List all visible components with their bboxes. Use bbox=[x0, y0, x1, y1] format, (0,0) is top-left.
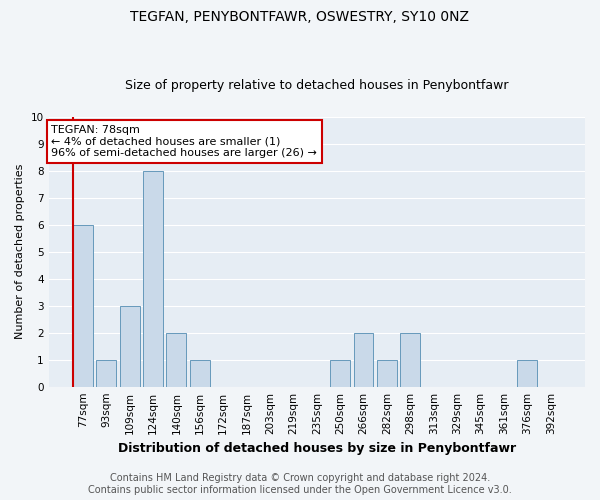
Bar bbox=[330, 360, 350, 386]
Text: TEGFAN, PENYBONTFAWR, OSWESTRY, SY10 0NZ: TEGFAN, PENYBONTFAWR, OSWESTRY, SY10 0NZ bbox=[131, 10, 470, 24]
X-axis label: Distribution of detached houses by size in Penybontfawr: Distribution of detached houses by size … bbox=[118, 442, 516, 455]
Bar bbox=[166, 332, 187, 386]
Text: TEGFAN: 78sqm
← 4% of detached houses are smaller (1)
96% of semi-detached house: TEGFAN: 78sqm ← 4% of detached houses ar… bbox=[51, 125, 317, 158]
Bar bbox=[143, 171, 163, 386]
Text: Contains HM Land Registry data © Crown copyright and database right 2024.
Contai: Contains HM Land Registry data © Crown c… bbox=[88, 474, 512, 495]
Bar bbox=[73, 224, 93, 386]
Bar bbox=[353, 332, 373, 386]
Bar bbox=[120, 306, 140, 386]
Bar bbox=[97, 360, 116, 386]
Y-axis label: Number of detached properties: Number of detached properties bbox=[15, 164, 25, 340]
Bar bbox=[190, 360, 210, 386]
Bar bbox=[400, 332, 420, 386]
Title: Size of property relative to detached houses in Penybontfawr: Size of property relative to detached ho… bbox=[125, 79, 509, 92]
Bar bbox=[517, 360, 537, 386]
Bar bbox=[377, 360, 397, 386]
